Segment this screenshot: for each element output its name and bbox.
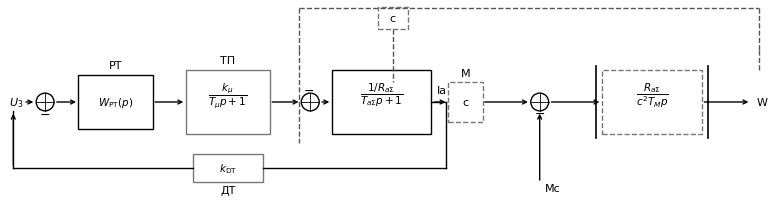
Text: $U_3$: $U_3$ (9, 96, 24, 109)
Bar (332, 71, 432, 135)
Text: $\dfrac{1/R_{a\Sigma}}{T_{a\Sigma}p+1}$: $\dfrac{1/R_{a\Sigma}}{T_{a\Sigma}p+1}$ (360, 81, 403, 108)
Text: −: − (304, 84, 315, 97)
Text: Мс: Мс (544, 183, 561, 193)
Text: $\dfrac{k_{\mu}}{T_{\mu}p+1}$: $\dfrac{k_{\mu}}{T_{\mu}p+1}$ (208, 80, 247, 109)
Text: с: с (389, 14, 396, 24)
Text: с: с (462, 97, 468, 108)
Bar (378, 8, 408, 30)
Text: W: W (756, 97, 767, 108)
Bar (79, 76, 153, 130)
Bar (193, 154, 263, 182)
Bar (186, 71, 270, 135)
Text: ДТ: ДТ (221, 185, 235, 195)
Text: М: М (460, 69, 470, 79)
Bar (448, 83, 483, 122)
Text: −: − (40, 109, 50, 122)
Text: $k_{\rm DT}$: $k_{\rm DT}$ (219, 162, 237, 175)
Text: −: − (534, 108, 545, 121)
Text: Ia: Ia (436, 86, 446, 96)
Text: ТП: ТП (221, 56, 235, 66)
Text: $\dfrac{R_{a\Sigma}}{c^2T_M p}$: $\dfrac{R_{a\Sigma}}{c^2T_M p}$ (635, 80, 668, 109)
Bar (602, 71, 702, 135)
Text: РТ: РТ (109, 61, 123, 71)
Text: $W_{\rm PT}(p)$: $W_{\rm PT}(p)$ (98, 96, 133, 109)
